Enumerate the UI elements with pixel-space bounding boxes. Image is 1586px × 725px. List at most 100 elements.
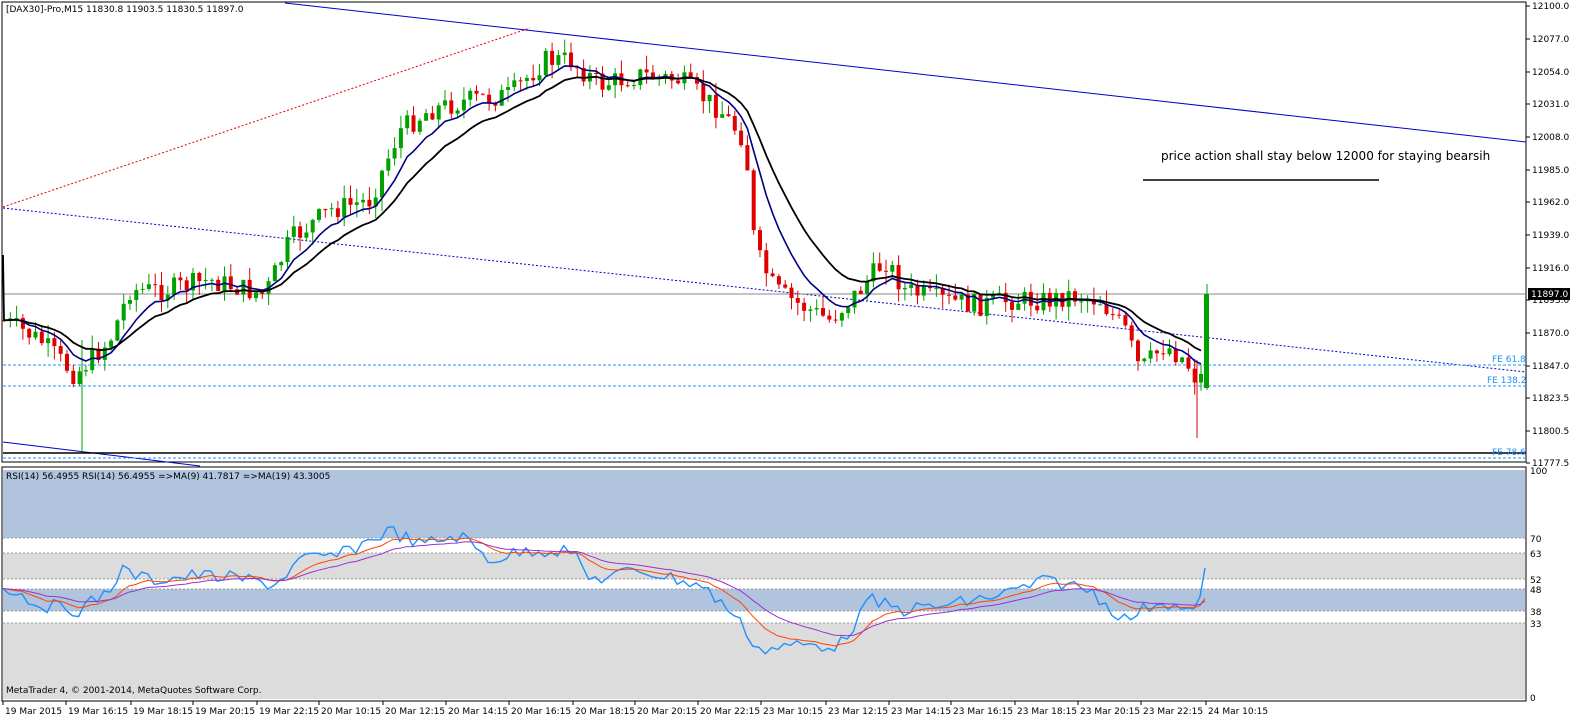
time-axis-label: 19 Mar 18:15	[133, 707, 193, 717]
candle-bull	[461, 99, 466, 111]
candle-bull	[707, 94, 712, 102]
upper-trendline[interactable]	[284, 2, 1527, 143]
candle-bull	[83, 370, 88, 372]
price-axis-label: 11985.0	[1532, 166, 1569, 176]
candle-bull	[172, 277, 177, 295]
rsi-ma19-line[interactable]	[2, 541, 1206, 637]
candle-bear	[1123, 315, 1128, 326]
candle-bear	[770, 273, 775, 277]
candle-bull	[1180, 357, 1185, 363]
lower-trendline[interactable]	[2, 441, 201, 467]
time-axis-label: 20 Mar 20:15	[637, 707, 697, 717]
candle-bear	[487, 94, 492, 103]
current-price-label: 11897.0	[1531, 290, 1568, 300]
red-dotted-trendline[interactable]	[2, 27, 531, 208]
candle-bull	[512, 80, 517, 88]
candle-bear	[764, 250, 769, 274]
candle-bear	[776, 276, 781, 285]
candle-bear	[695, 77, 699, 84]
price-axis-label: 12031.0	[1532, 100, 1569, 110]
price-axis-label: 11847.0	[1532, 362, 1569, 372]
slow-moving-average[interactable]	[2, 75, 1202, 352]
candle-bull	[109, 340, 114, 348]
candle-bear	[335, 208, 340, 217]
candle-bull	[291, 226, 296, 237]
time-axis-label: 20 Mar 22:15	[700, 707, 760, 717]
candle-bear	[569, 52, 573, 68]
candle-bull	[814, 307, 819, 310]
candle-bull	[304, 232, 309, 238]
fib-label-61: FE 61.8	[1492, 355, 1526, 365]
candle-bull	[890, 264, 895, 272]
candlestick-series	[2, 39, 1209, 452]
candle-bear	[827, 315, 832, 320]
candle-bear	[713, 94, 718, 118]
candle-bear	[367, 199, 372, 207]
candle-bear	[650, 72, 655, 80]
time-axis-label: 23 Mar 18:15	[1017, 707, 1077, 717]
candle-bull	[417, 120, 422, 132]
time-axis-label: 23 Mar 14:15	[891, 707, 951, 717]
candle-bull	[846, 307, 851, 314]
rsi-ma9-line[interactable]	[2, 537, 1206, 647]
time-axis-label: 23 Mar 10:15	[763, 707, 823, 717]
candle-bear	[739, 130, 744, 146]
candle-bull	[556, 55, 561, 65]
candle-bear	[1154, 350, 1159, 354]
time-axis-label: 19 Mar 2015	[5, 707, 62, 717]
time-axis: 19 Mar 2015 19 Mar 16:15 19 Mar 18:15 19 Ma…	[2, 701, 1268, 717]
candle-bull	[632, 85, 636, 87]
candle-bull	[1041, 292, 1046, 311]
candle-bull	[1016, 303, 1021, 310]
price-chart-area[interactable]	[1, 1, 1527, 463]
candle-bull	[398, 128, 403, 149]
candle-bear	[27, 328, 32, 338]
rsi-level-label: 52	[1530, 576, 1541, 586]
candle-bull	[121, 303, 126, 321]
candle-bull	[543, 50, 548, 76]
rsi-line[interactable]	[2, 526, 1206, 655]
candle-bull	[1199, 373, 1203, 383]
candle-bull	[902, 287, 907, 290]
candle-bear	[758, 230, 762, 251]
candle-bull	[254, 292, 258, 299]
candle-bear	[676, 80, 681, 84]
candle-bull	[310, 219, 315, 233]
candle-bear	[550, 50, 555, 65]
candle-bear	[260, 292, 265, 295]
fast-moving-average[interactable]	[3, 65, 1202, 365]
price-axis-label: 11777.5	[1532, 459, 1569, 469]
candle-bear	[858, 290, 863, 294]
candle-bull	[361, 199, 366, 203]
dotted-channel-line[interactable]	[2, 207, 1527, 373]
candle-bull	[468, 90, 473, 100]
price-axis-label: 11870.0	[1532, 329, 1569, 339]
candle-bear	[1035, 305, 1040, 311]
candle-bull	[1079, 301, 1084, 303]
candle-bear	[1010, 302, 1014, 310]
candle-bull	[808, 309, 813, 311]
candle-bear	[732, 116, 737, 131]
candle-bull	[934, 288, 939, 290]
candle-bull	[443, 100, 447, 106]
rsi-level-label: 38	[1530, 608, 1542, 618]
candle-bear	[1161, 353, 1166, 355]
candle-bear	[449, 100, 454, 114]
candle-bear	[184, 280, 189, 291]
candle-bear	[575, 67, 580, 69]
candle-bear	[1173, 348, 1178, 363]
time-axis-label: 20 Mar 16:15	[511, 707, 571, 717]
candle-bear	[1104, 304, 1109, 315]
candle-bull	[524, 77, 529, 81]
rsi-mid-band	[3, 589, 1525, 611]
candle-bull	[1167, 348, 1172, 355]
rsi-level-label: 0	[1530, 694, 1536, 704]
rsi-level-label: 100	[1530, 467, 1547, 477]
price-axis: 12100.0 12077.0 12054.0 12031.0 12008.0 11985…	[1526, 2, 1569, 469]
candle-bull	[499, 89, 504, 106]
candle-bull	[852, 290, 857, 308]
price-axis-label: 11962.0	[1532, 198, 1569, 208]
candle-bull	[991, 294, 996, 298]
copyright-footer: MetaTrader 4, © 2001-2014, MetaQuotes So…	[6, 686, 262, 696]
